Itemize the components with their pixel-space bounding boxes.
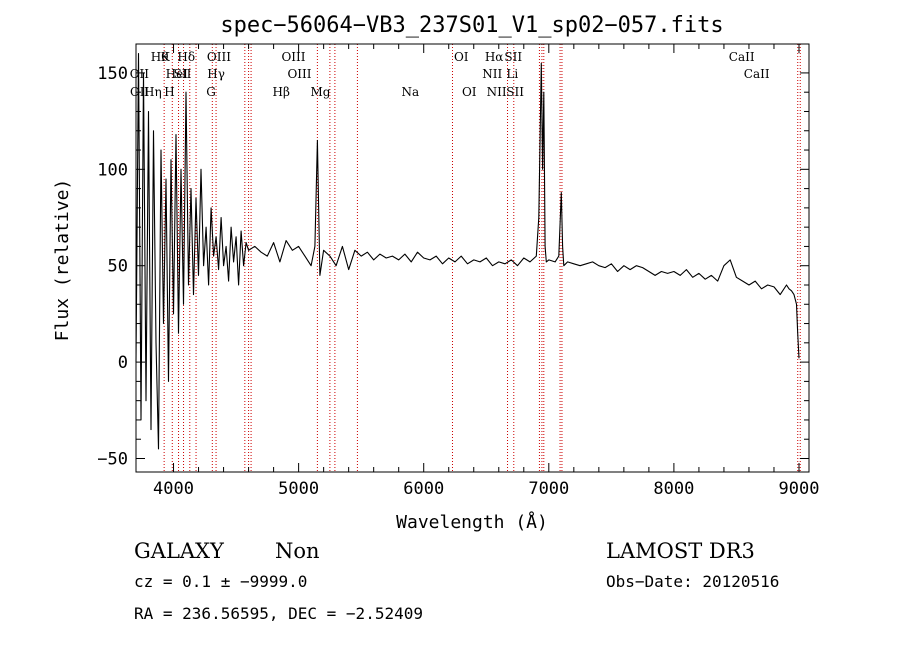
spectral-line-label: HeI <box>166 67 189 81</box>
spectral-line-label: CaII <box>729 50 755 64</box>
spectral-line-label: Li <box>506 67 518 81</box>
spectral-line-label: Hγ <box>207 67 225 81</box>
y-tick-label: −50 <box>97 450 128 470</box>
spectral-line-label: OIII <box>207 50 231 64</box>
y-tick-label: 150 <box>97 64 128 84</box>
survey-name: LAMOST DR3 <box>606 539 755 563</box>
x-tick-label: 9000 <box>779 479 820 499</box>
x-tick-label: 5000 <box>278 479 319 499</box>
object-subclass: Non <box>275 539 320 563</box>
spectral-line-label: SII <box>504 50 522 64</box>
spectral-line-label: Mg <box>311 85 331 99</box>
x-tick-label: 4000 <box>153 479 194 499</box>
spectral-line-label: OII <box>130 67 150 81</box>
y-axis-label: Flux (relative) <box>52 179 73 342</box>
obs-date: Obs−Date: 20120516 <box>606 572 779 591</box>
y-tick-label: 100 <box>97 160 128 180</box>
spectral-line-label: OIII <box>281 50 305 64</box>
redshift-cz: cz = 0.1 ± −9999.0 <box>134 572 307 591</box>
spectral-line-label: OI <box>454 50 469 64</box>
emission-line-markers <box>163 44 801 472</box>
flux-series <box>135 53 800 450</box>
spectral-line-label: Hθ <box>151 50 169 64</box>
x-tick-label: 7000 <box>528 479 569 499</box>
spectral-line-label: OIII <box>287 67 311 81</box>
spectral-line-label: K <box>161 50 171 64</box>
x-tick-label: 8000 <box>653 479 694 499</box>
spectral-line-label: G <box>206 85 216 99</box>
plot-frame <box>135 43 810 473</box>
object-class: GALAXY <box>134 539 225 563</box>
spectral-line-label: Hα <box>485 50 504 64</box>
spectral-line-label: OII <box>130 85 150 99</box>
spectral-line-label: Na <box>402 85 420 99</box>
spectral-line-label: SII <box>506 85 524 99</box>
spectral-line-label: SII <box>174 67 192 81</box>
chart-title: spec−56064−VB3_237S01_V1_sp02−057.fits <box>220 13 723 38</box>
spectral-line-label: OI <box>462 85 477 99</box>
y-tick-label: 50 <box>108 257 128 277</box>
x-tick-label: 6000 <box>403 479 444 499</box>
spectral-line-label: NII <box>487 85 507 99</box>
x-axis: 4000 5000 6000 7000 8000 9000 <box>153 44 819 499</box>
coordinates: RA = 236.56595, DEC = −2.52409 <box>134 604 423 623</box>
series-line-flux <box>135 53 800 450</box>
spectral-line-label: CaII <box>744 67 770 81</box>
spectral-line-label: Hδ <box>177 50 195 64</box>
y-axis: −50 0 50 100 150 <box>97 64 809 470</box>
spectral-line-label: Hη <box>144 85 162 99</box>
spectral-line-label: H <box>164 85 174 99</box>
spectral-line-label: NII <box>482 67 502 81</box>
y-tick-label: 0 <box>118 353 128 373</box>
x-axis-label: Wavelength (Å) <box>396 511 548 533</box>
spectral-line-label: Hβ <box>273 85 290 99</box>
